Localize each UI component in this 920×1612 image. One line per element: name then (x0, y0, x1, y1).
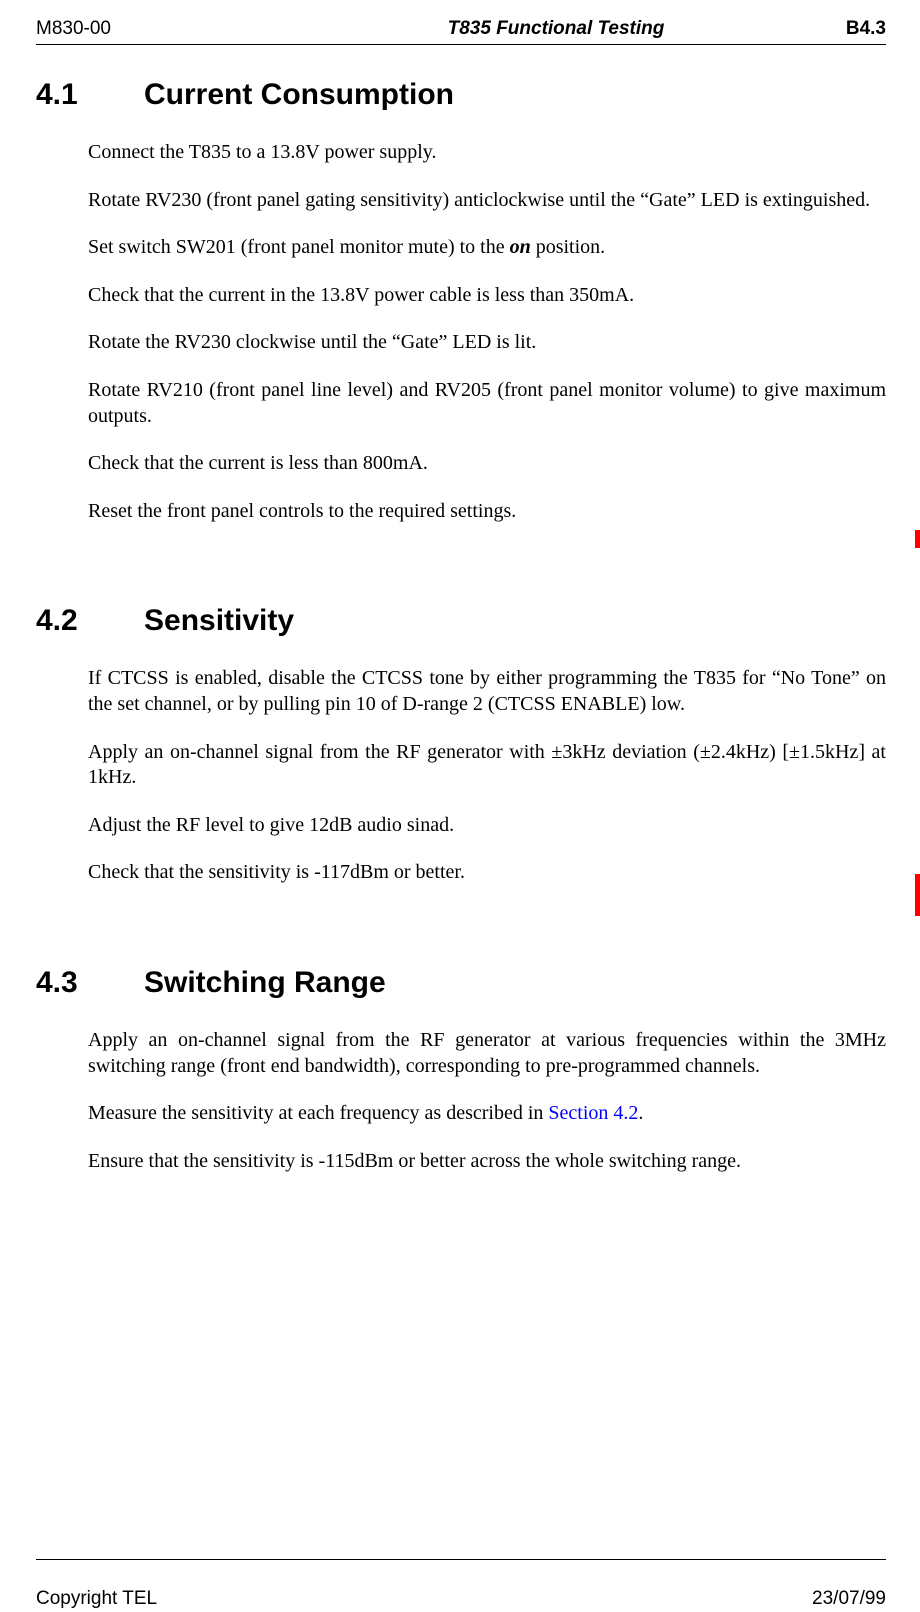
section-title: Sensitivity (144, 604, 294, 638)
header-title: T835 Functional Testing (36, 18, 886, 40)
paragraph: Check that the current in the 13.8V powe… (88, 283, 886, 309)
cross-reference-link[interactable]: Section 4.2 (548, 1102, 638, 1124)
text-run: . (638, 1102, 643, 1124)
paragraph: Rotate the RV230 clockwise until the “Ga… (88, 330, 886, 356)
section-4-2-heading: 4.2 Sensitivity (36, 604, 886, 638)
section-4-1-heading: 4.1 Current Consumption (36, 78, 886, 112)
footer-copyright: Copyright TEL (36, 1588, 157, 1610)
footer-rule (36, 1559, 886, 1560)
paragraph: Rotate RV230 (front panel gating sensiti… (88, 188, 886, 214)
footer-date: 23/07/99 (812, 1588, 886, 1610)
paragraph: Adjust the RF level to give 12dB audio s… (88, 813, 886, 839)
change-bar-icon (915, 874, 920, 916)
section-title: Current Consumption (144, 78, 454, 112)
paragraph: Reset the front panel controls to the re… (88, 499, 886, 525)
text-run: Measure the sensitivity at each frequenc… (88, 1102, 548, 1124)
paragraph: If CTCSS is enabled, disable the CTCSS t… (88, 666, 886, 717)
section-number: 4.2 (36, 604, 144, 638)
section-4-3-heading: 4.3 Switching Range (36, 966, 886, 1000)
paragraph: Ensure that the sensitivity is -115dBm o… (88, 1149, 886, 1175)
header-rule (36, 44, 886, 45)
text-run: Set switch SW201 (front panel monitor mu… (88, 236, 510, 258)
text-run: position. (531, 236, 605, 258)
section-number: 4.1 (36, 78, 144, 112)
paragraph: Measure the sensitivity at each frequenc… (88, 1101, 886, 1127)
paragraph: Rotate RV210 (front panel line level) an… (88, 378, 886, 429)
paragraph: Apply an on-channel signal from the RF g… (88, 1028, 886, 1079)
section-title: Switching Range (144, 966, 386, 1000)
page-content: 4.1 Current Consumption Connect the T835… (36, 78, 886, 1196)
emphasis-text: on (510, 236, 531, 258)
change-bar-icon (915, 530, 920, 548)
paragraph: Check that the current is less than 800m… (88, 451, 886, 477)
paragraph: Connect the T835 to a 13.8V power supply… (88, 140, 886, 166)
paragraph: Set switch SW201 (front panel monitor mu… (88, 235, 886, 261)
paragraph: Check that the sensitivity is -117dBm or… (88, 860, 886, 886)
paragraph: Apply an on-channel signal from the RF g… (88, 740, 886, 791)
section-number: 4.3 (36, 966, 144, 1000)
header-page-ref: B4.3 (846, 18, 886, 40)
